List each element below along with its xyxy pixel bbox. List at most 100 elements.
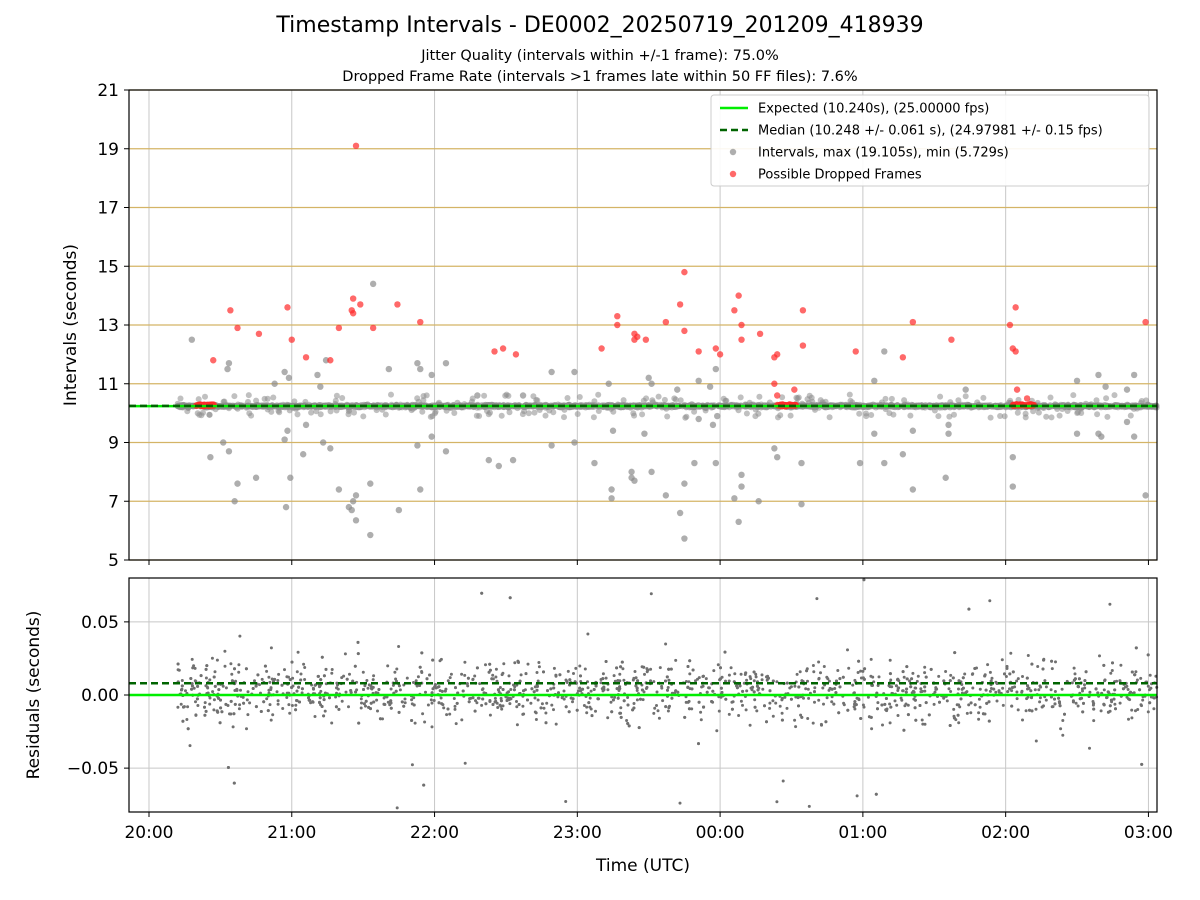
residual-point — [480, 591, 484, 595]
residual-point — [552, 708, 555, 712]
residual-point — [812, 670, 816, 674]
interval-outlier-point — [225, 448, 233, 455]
residual-point — [1049, 688, 1053, 692]
residual-point — [912, 690, 916, 694]
residual-point — [1109, 671, 1113, 675]
residual-point — [730, 700, 734, 704]
residual-point — [237, 663, 241, 667]
residual-point — [557, 691, 560, 695]
interval-outlier-point — [662, 492, 670, 499]
interval-point — [436, 399, 442, 406]
residual-point — [318, 685, 321, 689]
residual-point — [322, 698, 326, 702]
residual-point — [841, 675, 845, 679]
residual-point — [661, 699, 665, 703]
residual-point — [923, 665, 927, 669]
residual-point — [232, 781, 236, 785]
residual-point — [610, 710, 614, 714]
residual-point — [453, 707, 457, 711]
residual-point — [937, 674, 941, 678]
residual-point — [697, 742, 700, 746]
interval-outlier-point — [681, 480, 688, 487]
interval-point — [1030, 408, 1037, 415]
residual-point — [669, 667, 673, 671]
residual-point — [719, 666, 722, 670]
interval-outlier-point — [281, 436, 288, 443]
residual-point — [375, 698, 379, 702]
residual-point — [701, 674, 705, 678]
residual-point — [535, 688, 539, 692]
residual-point — [957, 679, 961, 683]
residual-point — [534, 718, 538, 721]
residual-point — [369, 684, 373, 688]
residual-point — [403, 701, 407, 705]
dropped-frame-point — [738, 336, 745, 343]
residual-point — [606, 688, 610, 692]
residual-point — [522, 689, 525, 693]
interval-point — [795, 394, 802, 401]
residual-point — [590, 714, 594, 718]
interval-point — [498, 412, 505, 419]
residual-point — [660, 684, 664, 688]
residual-point — [245, 698, 249, 702]
dropped-frame-point — [302, 354, 310, 361]
residual-point — [1133, 673, 1137, 677]
residual-point — [206, 686, 210, 690]
interval-point — [595, 408, 602, 414]
residual-point — [229, 699, 233, 703]
dropped-frame-point — [1023, 395, 1031, 402]
residual-point — [1010, 686, 1014, 690]
interval-point — [846, 391, 853, 398]
top-y-axis-label: Intervals (seconds) — [61, 244, 81, 406]
residual-point — [735, 684, 739, 688]
residual-point — [948, 724, 952, 727]
residual-point — [254, 705, 258, 709]
residual-point — [664, 705, 668, 709]
residual-point — [1027, 686, 1031, 690]
residual-point — [515, 700, 518, 703]
residual-point — [1015, 679, 1019, 683]
residual-point — [719, 695, 723, 699]
interval-point — [743, 410, 750, 417]
interval-outlier-point — [220, 439, 227, 446]
residual-point — [716, 663, 720, 667]
residual-point — [888, 685, 892, 689]
residual-point — [425, 677, 429, 681]
residual-point — [389, 687, 393, 691]
interval-point — [339, 395, 346, 401]
residual-point — [588, 696, 592, 700]
interval-outlier-point — [571, 439, 578, 446]
residual-point — [788, 686, 792, 690]
interval-point — [878, 399, 885, 406]
residual-point — [208, 702, 212, 706]
residual-point — [1110, 669, 1114, 672]
residual-point — [524, 672, 528, 676]
residual-point — [924, 701, 928, 705]
residual-point — [1148, 701, 1152, 705]
residual-point — [800, 679, 804, 683]
residual-point — [815, 597, 819, 601]
residual-point — [780, 718, 784, 722]
residual-point — [322, 714, 326, 718]
residual-point — [684, 700, 688, 704]
interval-point — [1094, 411, 1101, 418]
residual-point — [475, 701, 479, 705]
residual-point — [189, 677, 193, 680]
residual-point — [554, 673, 558, 677]
interval-outlier-point — [314, 371, 321, 379]
residual-point — [988, 689, 992, 693]
dropped-frame-point — [899, 354, 907, 361]
residual-point — [959, 697, 963, 701]
interval-outlier-point — [442, 359, 450, 367]
residual-point — [190, 687, 194, 691]
residual-point — [633, 670, 637, 673]
residual-point — [277, 672, 281, 676]
interval-point — [974, 399, 981, 406]
interval-outlier-point — [645, 374, 652, 382]
residual-point — [768, 706, 772, 710]
residual-point — [461, 689, 465, 693]
residual-point — [744, 671, 748, 675]
residual-point — [793, 684, 797, 688]
residual-point — [393, 670, 397, 674]
residual-point — [949, 690, 953, 693]
